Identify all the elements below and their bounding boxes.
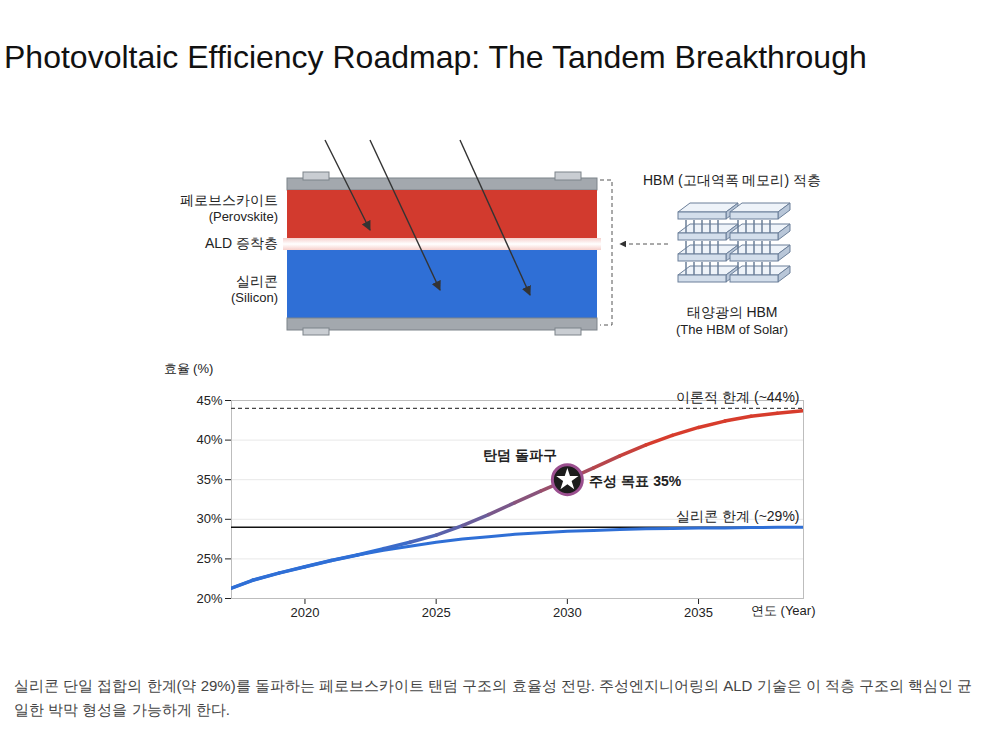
svg-text:2030: 2030 [553, 605, 582, 620]
svg-text:40%: 40% [196, 432, 222, 447]
svg-text:ALD 증착층: ALD 증착층 [205, 235, 278, 251]
svg-text:연도 (Year): 연도 (Year) [751, 603, 816, 618]
svg-text:45%: 45% [196, 393, 222, 408]
svg-text:주성 목표 35%: 주성 목표 35% [589, 473, 681, 489]
svg-text:(The HBM of Solar): (The HBM of Solar) [676, 322, 788, 337]
svg-text:태양광의 HBM: 태양광의 HBM [687, 304, 778, 320]
svg-text:효율 (%): 효율 (%) [164, 361, 214, 376]
html-text:실리콘 단일 접합의 한계(약 29%)를 돌파하는 페로브: 실리콘 단일 접합의 한계(약 29%)를 돌파하는 페로브스카이트 탠덤 구조… [14, 677, 973, 718]
svg-text:(Silicon): (Silicon) [231, 290, 278, 305]
svg-text:(Perovskite): (Perovskite) [209, 209, 278, 224]
svg-text:HBM (고대역폭 메모리) 적층: HBM (고대역폭 메모리) 적층 [643, 172, 821, 188]
svg-text:30%: 30% [196, 511, 222, 526]
svg-text:2025: 2025 [422, 605, 451, 620]
svg-text:2035: 2035 [684, 605, 713, 620]
svg-text:실리콘: 실리콘 [236, 273, 278, 289]
svg-text:20%: 20% [196, 591, 222, 606]
svg-text:이론적 한계 (~44%): 이론적 한계 (~44%) [676, 389, 799, 405]
svg-text:25%: 25% [196, 551, 222, 566]
svg-text:페로브스카이트: 페로브스카이트 [180, 192, 278, 208]
svg-text:35%: 35% [196, 472, 222, 487]
html-text:Photovoltaic Efficiency Roadma: Photovoltaic Efficiency Roadmap: The Tan… [4, 39, 867, 75]
svg-text:2020: 2020 [291, 605, 320, 620]
svg-text:실리콘 한계 (~29%): 실리콘 한계 (~29%) [676, 508, 799, 524]
svg-text:탄덤 돌파구: 탄덤 돌파구 [483, 447, 557, 463]
